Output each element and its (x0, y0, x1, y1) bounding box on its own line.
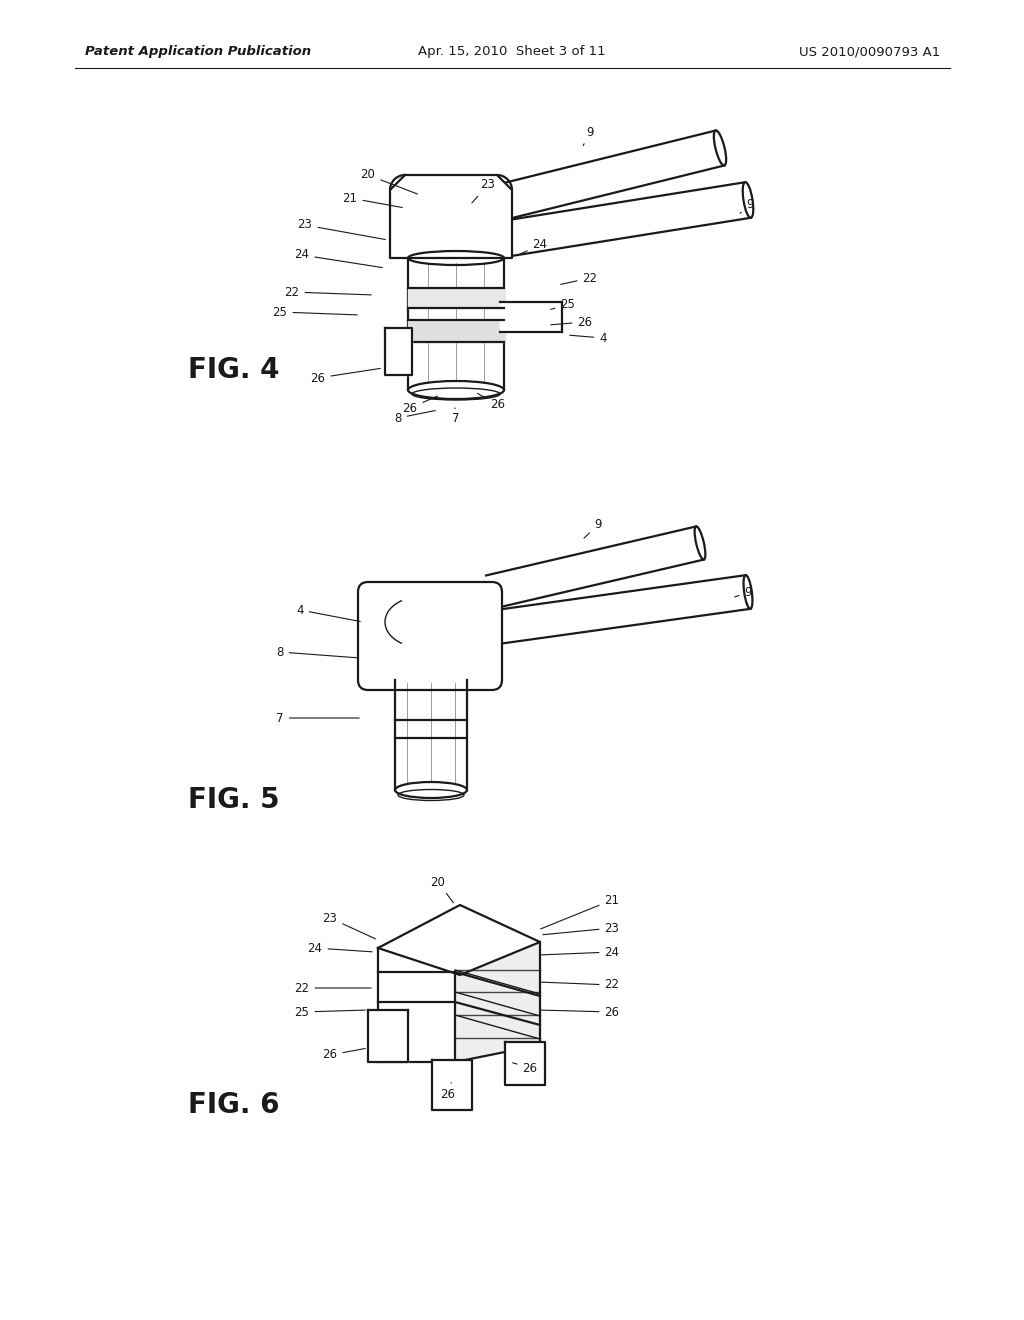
Text: 9: 9 (734, 586, 752, 598)
Polygon shape (378, 948, 455, 1063)
Text: Apr. 15, 2010  Sheet 3 of 11: Apr. 15, 2010 Sheet 3 of 11 (418, 45, 606, 58)
Text: FIG. 4: FIG. 4 (188, 356, 280, 384)
Text: 25: 25 (295, 1006, 366, 1019)
Text: 7: 7 (276, 711, 359, 725)
Text: 24: 24 (295, 248, 382, 268)
Polygon shape (432, 1060, 472, 1110)
Text: 26: 26 (402, 396, 437, 414)
Text: 20: 20 (430, 875, 454, 903)
Text: 22: 22 (541, 978, 620, 991)
Polygon shape (385, 327, 412, 375)
Polygon shape (408, 319, 504, 342)
Polygon shape (507, 182, 751, 256)
Text: 26: 26 (440, 1082, 456, 1101)
Text: 8: 8 (276, 645, 357, 659)
Text: FIG. 6: FIG. 6 (188, 1092, 280, 1119)
Text: 4: 4 (296, 603, 360, 622)
Text: 8: 8 (394, 411, 435, 425)
Text: 26: 26 (551, 315, 593, 329)
Polygon shape (408, 288, 504, 308)
Ellipse shape (694, 527, 706, 560)
Text: 26: 26 (541, 1006, 620, 1019)
Polygon shape (486, 527, 703, 609)
Text: 26: 26 (513, 1061, 538, 1074)
Polygon shape (390, 176, 512, 257)
Text: Patent Application Publication: Patent Application Publication (85, 45, 311, 58)
Text: 25: 25 (551, 298, 575, 312)
Text: 23: 23 (472, 178, 496, 203)
Text: 23: 23 (323, 912, 376, 939)
Text: 7: 7 (453, 408, 460, 425)
Text: 4: 4 (569, 331, 607, 345)
Polygon shape (506, 131, 724, 218)
Ellipse shape (714, 131, 726, 165)
Polygon shape (455, 942, 540, 1063)
Polygon shape (408, 257, 504, 389)
Polygon shape (487, 576, 751, 645)
Text: 9: 9 (584, 519, 602, 539)
Text: 20: 20 (360, 169, 418, 194)
Ellipse shape (408, 381, 504, 399)
Text: 26: 26 (477, 393, 506, 412)
Text: 24: 24 (307, 941, 373, 954)
Text: 9: 9 (740, 198, 754, 214)
Text: 22: 22 (561, 272, 597, 285)
Text: US 2010/0090793 A1: US 2010/0090793 A1 (799, 45, 940, 58)
Text: 21: 21 (541, 894, 620, 929)
Ellipse shape (743, 576, 753, 609)
Text: 25: 25 (272, 305, 357, 318)
Text: FIG. 5: FIG. 5 (188, 785, 280, 814)
Text: 9: 9 (584, 125, 594, 145)
Text: 26: 26 (323, 1048, 366, 1061)
Polygon shape (500, 302, 562, 333)
FancyBboxPatch shape (358, 582, 502, 690)
Polygon shape (505, 1041, 545, 1085)
Text: 21: 21 (342, 191, 402, 207)
Polygon shape (378, 906, 540, 975)
Polygon shape (368, 1010, 408, 1063)
Text: 24: 24 (520, 239, 548, 253)
Text: 23: 23 (543, 921, 620, 935)
Polygon shape (395, 680, 467, 789)
Text: 23: 23 (298, 219, 385, 239)
Text: 24: 24 (541, 945, 620, 958)
Text: 26: 26 (310, 368, 380, 384)
Ellipse shape (742, 182, 754, 218)
Text: 22: 22 (285, 285, 372, 298)
Text: 22: 22 (295, 982, 372, 994)
Ellipse shape (395, 781, 467, 799)
